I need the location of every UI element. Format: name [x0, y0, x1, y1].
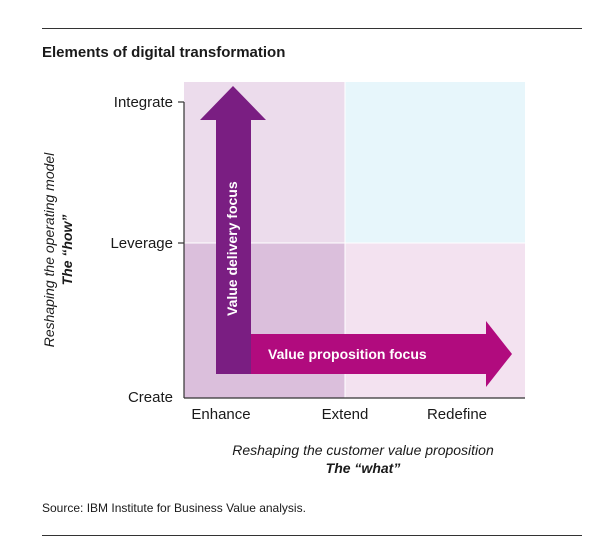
y-axis-title: Reshaping the operating model The “how” [40, 153, 76, 348]
bottom-rule [42, 535, 582, 536]
x-axis-title: Reshaping the customer value proposition… [200, 441, 526, 477]
source-note: Source: IBM Institute for Business Value… [42, 501, 306, 515]
top-rule [42, 28, 582, 29]
x-level-enhance: Enhance [191, 406, 251, 423]
value-proposition-label: Value proposition focus [268, 346, 427, 362]
y-axis-title-line2: The “how” [59, 214, 75, 286]
quadrant-top-right [345, 82, 525, 243]
y-axis-title-line1: Reshaping the operating model [41, 152, 57, 348]
x-level-redefine: Redefine [426, 406, 488, 423]
value-delivery-label: Value delivery focus [224, 181, 240, 316]
quadrant-bottom-left [184, 243, 345, 398]
y-level-integrate: Integrate [113, 94, 173, 111]
quadrant-top-left [184, 82, 345, 243]
figure-title: Elements of digital transformation [42, 44, 286, 61]
quadrant-bottom-right [345, 243, 525, 398]
y-level-leverage: Leverage [110, 235, 173, 252]
x-axis-title-line1: Reshaping the customer value proposition [232, 442, 494, 458]
value-delivery-arrow-head [200, 86, 266, 120]
y-level-create: Create [127, 389, 173, 406]
value-proposition-arrow [248, 321, 512, 387]
value-delivery-arrow-body [216, 118, 251, 374]
x-axis-title-line2: The “what” [325, 460, 401, 476]
x-level-extend: Extend [321, 406, 369, 423]
